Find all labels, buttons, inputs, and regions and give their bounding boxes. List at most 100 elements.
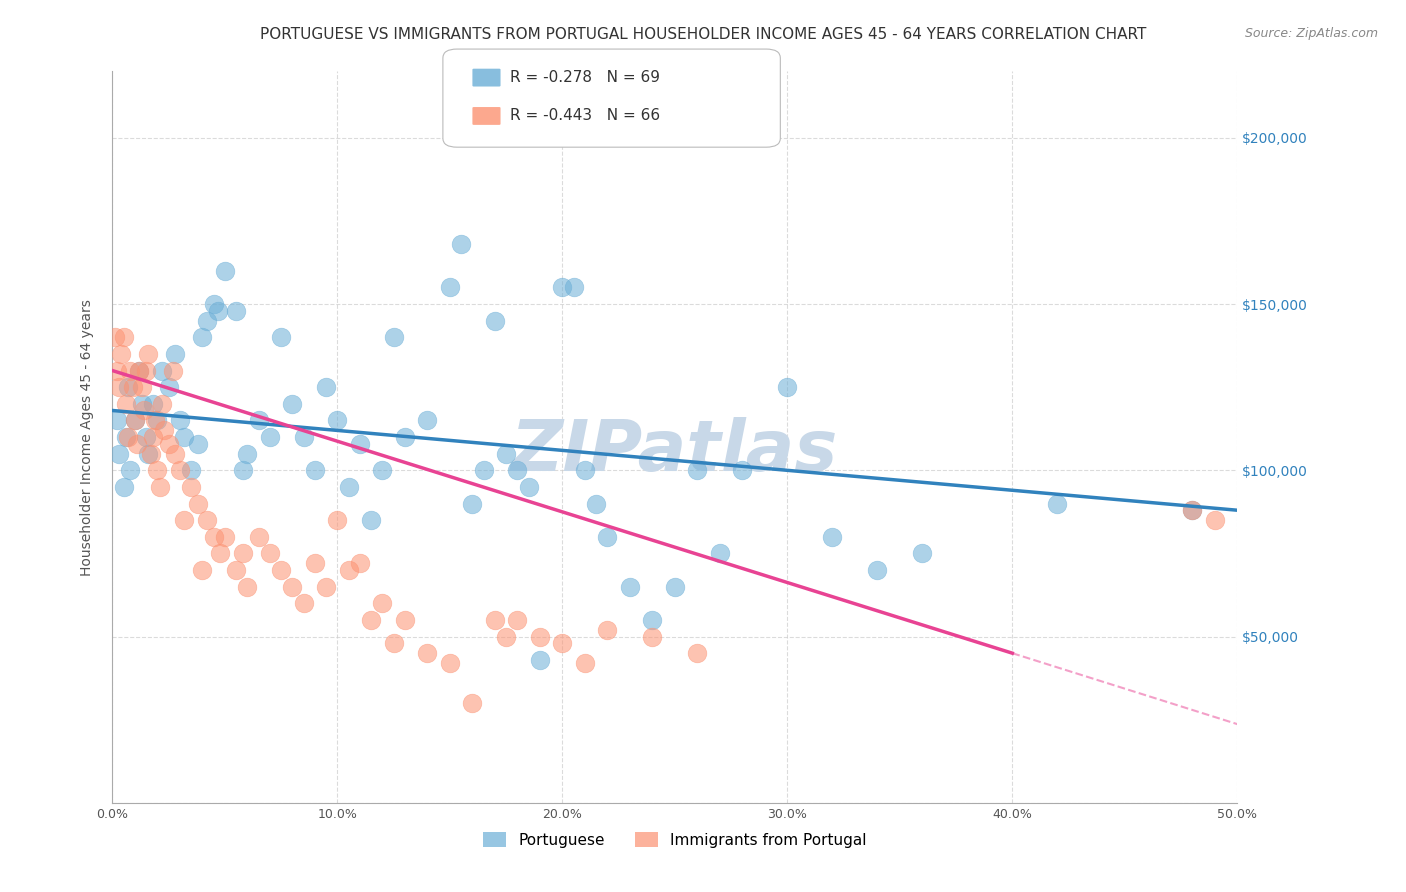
Y-axis label: Householder Income Ages 45 - 64 years: Householder Income Ages 45 - 64 years bbox=[80, 299, 94, 575]
Point bbox=[259, 430, 281, 444]
Point bbox=[394, 430, 416, 444]
Point bbox=[641, 613, 664, 627]
Point bbox=[169, 413, 191, 427]
Point bbox=[121, 380, 143, 394]
Point bbox=[108, 447, 131, 461]
Point bbox=[135, 430, 157, 444]
Point bbox=[529, 653, 551, 667]
Point bbox=[360, 513, 382, 527]
Point bbox=[686, 646, 709, 660]
Point bbox=[911, 546, 934, 560]
Point bbox=[131, 380, 153, 394]
Point bbox=[117, 380, 139, 394]
Point bbox=[326, 513, 349, 527]
Point bbox=[304, 557, 326, 571]
Point bbox=[105, 413, 128, 427]
Point bbox=[1181, 503, 1204, 517]
Point bbox=[120, 463, 142, 477]
Point bbox=[574, 463, 596, 477]
Point bbox=[562, 280, 585, 294]
Point bbox=[371, 596, 394, 610]
Point bbox=[209, 546, 232, 560]
Legend: Portuguese, Immigrants from Portugal: Portuguese, Immigrants from Portugal bbox=[477, 825, 873, 854]
Point bbox=[124, 413, 146, 427]
Point bbox=[461, 696, 484, 710]
Point bbox=[664, 580, 686, 594]
Point bbox=[270, 563, 292, 577]
Point bbox=[439, 656, 461, 670]
Point bbox=[225, 303, 247, 318]
Point bbox=[517, 480, 540, 494]
Point bbox=[104, 330, 127, 344]
Point bbox=[120, 363, 142, 377]
Point bbox=[394, 613, 416, 627]
Text: R = -0.443   N = 66: R = -0.443 N = 66 bbox=[510, 109, 661, 123]
Point bbox=[187, 436, 209, 450]
Text: R = -0.278   N = 69: R = -0.278 N = 69 bbox=[510, 70, 661, 85]
Point bbox=[157, 380, 180, 394]
Point bbox=[349, 436, 371, 450]
Point bbox=[360, 613, 382, 627]
Point bbox=[146, 413, 169, 427]
Point bbox=[315, 380, 337, 394]
Point bbox=[202, 530, 225, 544]
Point bbox=[232, 546, 254, 560]
Point bbox=[191, 563, 214, 577]
Point bbox=[495, 630, 517, 644]
Point bbox=[150, 397, 173, 411]
Point bbox=[207, 303, 229, 318]
Point bbox=[472, 463, 495, 477]
Point bbox=[105, 363, 128, 377]
Point bbox=[281, 397, 304, 411]
Point bbox=[337, 480, 360, 494]
Point bbox=[131, 397, 153, 411]
Point bbox=[202, 297, 225, 311]
Point bbox=[619, 580, 641, 594]
Point bbox=[731, 463, 754, 477]
Point bbox=[292, 430, 315, 444]
Point bbox=[585, 497, 607, 511]
Point bbox=[1204, 513, 1226, 527]
Point bbox=[461, 497, 484, 511]
Point bbox=[214, 530, 236, 544]
Point bbox=[128, 363, 150, 377]
Point bbox=[315, 580, 337, 594]
Point bbox=[270, 330, 292, 344]
Point bbox=[506, 613, 529, 627]
Point bbox=[142, 430, 165, 444]
Text: ZIPatlas: ZIPatlas bbox=[512, 417, 838, 486]
Point bbox=[150, 363, 173, 377]
Point bbox=[450, 237, 472, 252]
Point bbox=[641, 630, 664, 644]
Point bbox=[143, 413, 166, 427]
Point bbox=[236, 447, 259, 461]
Point bbox=[247, 413, 270, 427]
Point bbox=[776, 380, 799, 394]
Point bbox=[304, 463, 326, 477]
Point bbox=[1181, 503, 1204, 517]
Point bbox=[195, 513, 218, 527]
Point bbox=[416, 646, 439, 660]
Point bbox=[165, 447, 187, 461]
Point bbox=[128, 363, 150, 377]
Point bbox=[173, 513, 195, 527]
Point bbox=[495, 447, 517, 461]
Point bbox=[337, 563, 360, 577]
Point bbox=[139, 447, 162, 461]
Point bbox=[439, 280, 461, 294]
Point bbox=[165, 347, 187, 361]
Point bbox=[157, 436, 180, 450]
Point bbox=[110, 347, 132, 361]
Point bbox=[108, 380, 131, 394]
Point bbox=[484, 613, 506, 627]
Point bbox=[195, 314, 218, 328]
Point bbox=[371, 463, 394, 477]
Point bbox=[169, 463, 191, 477]
Point bbox=[484, 314, 506, 328]
Point bbox=[191, 330, 214, 344]
Point bbox=[138, 347, 160, 361]
Point bbox=[142, 397, 165, 411]
Point bbox=[596, 623, 619, 637]
Point bbox=[214, 264, 236, 278]
Point bbox=[115, 430, 138, 444]
